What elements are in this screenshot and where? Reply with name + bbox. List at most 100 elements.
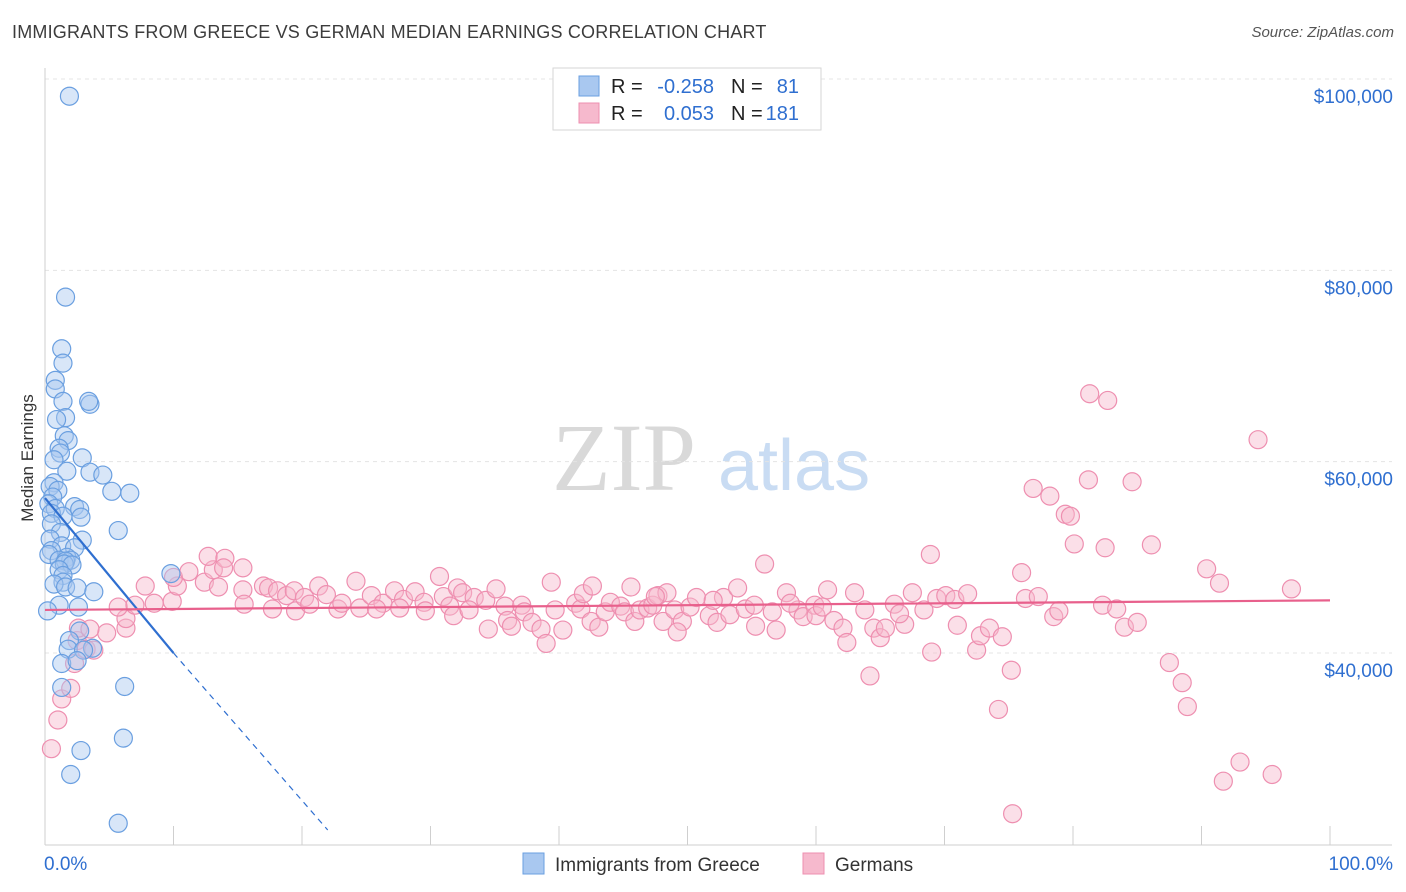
greece-point-68	[113, 728, 133, 748]
germans-point-154	[1092, 595, 1113, 615]
germans-point-146	[1040, 486, 1060, 506]
germans-point-72	[536, 633, 556, 654]
legend-n-label-1: N =	[731, 76, 763, 98]
grid	[45, 78, 1392, 654]
watermark-atlas: atlas	[718, 426, 870, 506]
germans-point-148	[1049, 601, 1069, 621]
germans-point-77	[571, 599, 591, 619]
greece-point-29	[70, 499, 90, 520]
germans-point-35	[284, 581, 304, 601]
germans-point-40	[316, 585, 337, 605]
x-tick-label-max: 100.0%	[1329, 854, 1394, 875]
germans-point-150	[1060, 506, 1081, 526]
germans-point-139	[988, 699, 1009, 720]
germans-point-135	[958, 584, 978, 604]
germans-point-61	[459, 600, 479, 620]
greece-point-32	[71, 507, 91, 527]
greece-trend-extension	[173, 652, 329, 831]
germans-point-160	[1127, 612, 1147, 632]
germans-point-63	[478, 619, 498, 639]
germans-point-144	[1023, 478, 1043, 499]
germans-point-106	[754, 554, 775, 574]
germans-point-71	[531, 619, 551, 639]
germans-point-121	[860, 666, 880, 686]
germans-point-164	[1177, 696, 1197, 717]
germans-point-168	[1230, 752, 1250, 772]
legend-n-label-2: N =	[731, 103, 763, 125]
germans-point-170	[1262, 764, 1282, 785]
germans-point-16	[162, 591, 182, 611]
germans-point-156	[1098, 390, 1118, 411]
greece-point-67	[115, 676, 135, 697]
greece-point-8	[79, 391, 99, 411]
series-legend-swatch-greece	[522, 852, 545, 875]
germans-point-28	[233, 580, 253, 600]
germans-point-38	[300, 594, 320, 614]
germans-point-76	[566, 593, 586, 613]
germans-point-162	[1159, 652, 1179, 673]
x-axis-ticks	[44, 826, 1331, 845]
germans-point-142	[1011, 563, 1032, 583]
germans-point-93	[653, 611, 673, 632]
germans-point-127	[902, 583, 922, 603]
legend-r-label-1: R =	[611, 76, 643, 98]
germans-point-80	[581, 611, 601, 632]
germans-point-23	[198, 546, 218, 566]
germans-point-1	[48, 710, 68, 730]
greece-point-51	[44, 574, 64, 594]
greece-point-23	[102, 481, 122, 501]
greece-point-2	[52, 339, 72, 359]
greece-point-66	[52, 677, 72, 698]
legend-swatch-blue	[578, 75, 600, 97]
greece-point-10	[46, 409, 67, 430]
germans-point-29	[234, 594, 254, 614]
germans-point-159	[1122, 472, 1142, 492]
germans-point-67	[501, 616, 522, 636]
y-axis-labels: $40,000 $60,000 $80,000 $100,000	[1314, 87, 1393, 682]
germans-point-97	[686, 587, 707, 608]
greece-point-54	[84, 582, 104, 602]
x-tick-label-min: 0.0%	[44, 854, 87, 875]
germans-point-151	[1064, 534, 1084, 554]
legend-n-value-1: 81	[777, 76, 799, 98]
germans-point-118	[837, 632, 857, 653]
germans-point-157	[1107, 599, 1127, 619]
greece-point-63	[73, 640, 94, 660]
germans-point-13	[108, 597, 128, 617]
germans-point-114	[812, 597, 833, 617]
germans-trend-line	[44, 599, 1331, 612]
greece-point-17	[57, 461, 77, 481]
germans-point-47	[366, 599, 387, 619]
germans-point-122	[864, 618, 884, 638]
greece-point-64	[52, 653, 72, 674]
germans-point-141	[1001, 660, 1021, 680]
germans-point-75	[553, 620, 573, 640]
greece-point-16	[44, 450, 64, 470]
germans-point-136	[967, 640, 987, 660]
greece-point-19	[93, 465, 113, 485]
greece-point-6	[53, 391, 73, 411]
series-legend-label-germans: Germans	[835, 855, 913, 876]
germans-point-177	[667, 622, 687, 642]
germans-point-124	[875, 618, 895, 638]
germans-point-165	[1197, 559, 1217, 579]
germans-point-21	[179, 562, 199, 582]
correlation-legend: R = -0.258 N = 81 R = 0.053 N = 181	[552, 67, 822, 131]
germans-point-128	[914, 600, 934, 620]
greece-point-34	[108, 520, 128, 541]
germans-point-105	[746, 616, 766, 636]
legend-n-value-2: 181	[766, 103, 799, 125]
germans-point-53	[415, 601, 435, 621]
germans-point-24	[215, 548, 235, 568]
germans-point-130	[922, 642, 942, 662]
germans-point-120	[855, 600, 875, 620]
germans-point-126	[895, 614, 915, 634]
germans-point-173	[645, 586, 665, 607]
germans-point-54	[429, 566, 450, 587]
germans-point-176	[889, 604, 910, 624]
germans-point-169	[1248, 430, 1268, 450]
greece-point-59	[70, 621, 90, 641]
germans-point-145	[1028, 586, 1048, 607]
y-axis-title: Median Earnings	[18, 394, 37, 522]
germans-point-163	[1172, 673, 1192, 693]
